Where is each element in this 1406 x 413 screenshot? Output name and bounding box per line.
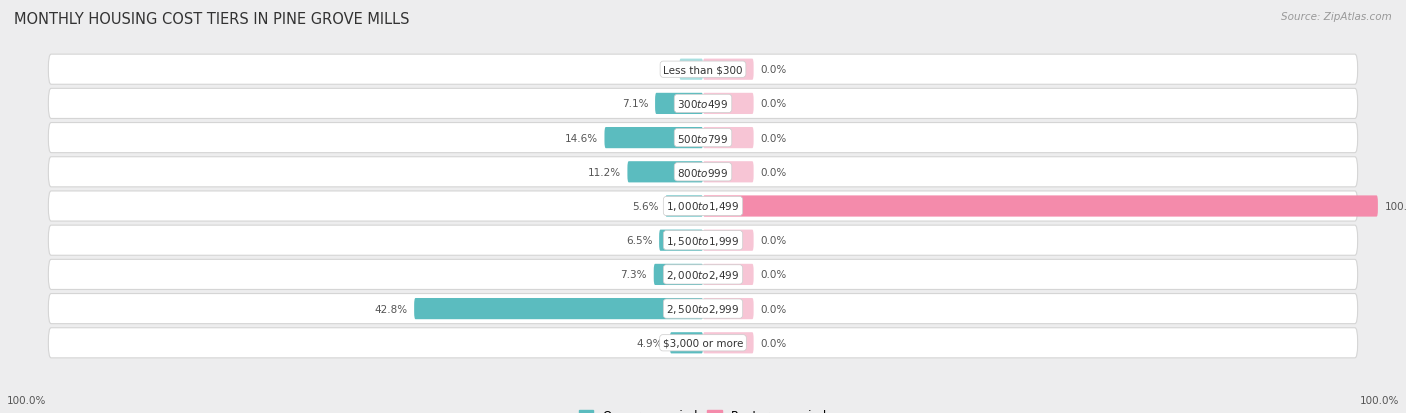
Text: $300 to $499: $300 to $499 <box>678 98 728 110</box>
Text: 4.9%: 4.9% <box>637 338 664 348</box>
Text: 0.0%: 0.0% <box>761 338 786 348</box>
Text: 7.1%: 7.1% <box>621 99 648 109</box>
FancyBboxPatch shape <box>703 332 754 354</box>
FancyBboxPatch shape <box>659 230 703 251</box>
FancyBboxPatch shape <box>48 55 1358 85</box>
Text: $1,500 to $1,999: $1,500 to $1,999 <box>666 234 740 247</box>
FancyBboxPatch shape <box>48 157 1358 188</box>
FancyBboxPatch shape <box>703 128 754 149</box>
FancyBboxPatch shape <box>703 264 754 285</box>
FancyBboxPatch shape <box>48 192 1358 221</box>
Text: $2,000 to $2,499: $2,000 to $2,499 <box>666 268 740 281</box>
Text: 0.0%: 0.0% <box>761 99 786 109</box>
Text: 0.0%: 0.0% <box>761 236 786 246</box>
FancyBboxPatch shape <box>703 230 754 251</box>
FancyBboxPatch shape <box>48 225 1358 256</box>
FancyBboxPatch shape <box>48 328 1358 358</box>
Text: 11.2%: 11.2% <box>588 167 620 177</box>
Text: $2,500 to $2,999: $2,500 to $2,999 <box>666 302 740 316</box>
FancyBboxPatch shape <box>654 264 703 285</box>
FancyBboxPatch shape <box>703 94 754 115</box>
Text: MONTHLY HOUSING COST TIERS IN PINE GROVE MILLS: MONTHLY HOUSING COST TIERS IN PINE GROVE… <box>14 12 409 27</box>
FancyBboxPatch shape <box>627 162 703 183</box>
FancyBboxPatch shape <box>703 298 754 319</box>
Text: 0.0%: 0.0% <box>671 65 696 75</box>
Text: 100.0%: 100.0% <box>1360 395 1399 405</box>
FancyBboxPatch shape <box>48 260 1358 290</box>
Text: Source: ZipAtlas.com: Source: ZipAtlas.com <box>1281 12 1392 22</box>
FancyBboxPatch shape <box>48 123 1358 153</box>
FancyBboxPatch shape <box>605 128 703 149</box>
FancyBboxPatch shape <box>679 59 703 81</box>
Text: 7.3%: 7.3% <box>620 270 647 280</box>
FancyBboxPatch shape <box>48 89 1358 119</box>
Text: $1,000 to $1,499: $1,000 to $1,499 <box>666 200 740 213</box>
Text: 42.8%: 42.8% <box>374 304 408 314</box>
Text: 0.0%: 0.0% <box>761 65 786 75</box>
Text: $3,000 or more: $3,000 or more <box>662 338 744 348</box>
Text: 0.0%: 0.0% <box>761 270 786 280</box>
Text: 100.0%: 100.0% <box>1385 202 1406 211</box>
Text: $500 to $799: $500 to $799 <box>678 132 728 144</box>
Text: 5.6%: 5.6% <box>631 202 658 211</box>
FancyBboxPatch shape <box>703 162 754 183</box>
Text: 14.6%: 14.6% <box>565 133 598 143</box>
Text: Less than $300: Less than $300 <box>664 65 742 75</box>
Text: 100.0%: 100.0% <box>7 395 46 405</box>
FancyBboxPatch shape <box>703 59 754 81</box>
Text: 0.0%: 0.0% <box>761 133 786 143</box>
FancyBboxPatch shape <box>669 332 703 354</box>
FancyBboxPatch shape <box>655 94 703 115</box>
FancyBboxPatch shape <box>665 196 703 217</box>
Text: 0.0%: 0.0% <box>761 304 786 314</box>
FancyBboxPatch shape <box>415 298 703 319</box>
Text: 6.5%: 6.5% <box>626 236 652 246</box>
FancyBboxPatch shape <box>48 294 1358 324</box>
Legend: Owner-occupied, Renter-occupied: Owner-occupied, Renter-occupied <box>574 404 832 413</box>
Text: $800 to $999: $800 to $999 <box>678 166 728 178</box>
Text: 0.0%: 0.0% <box>761 167 786 177</box>
FancyBboxPatch shape <box>703 196 1378 217</box>
